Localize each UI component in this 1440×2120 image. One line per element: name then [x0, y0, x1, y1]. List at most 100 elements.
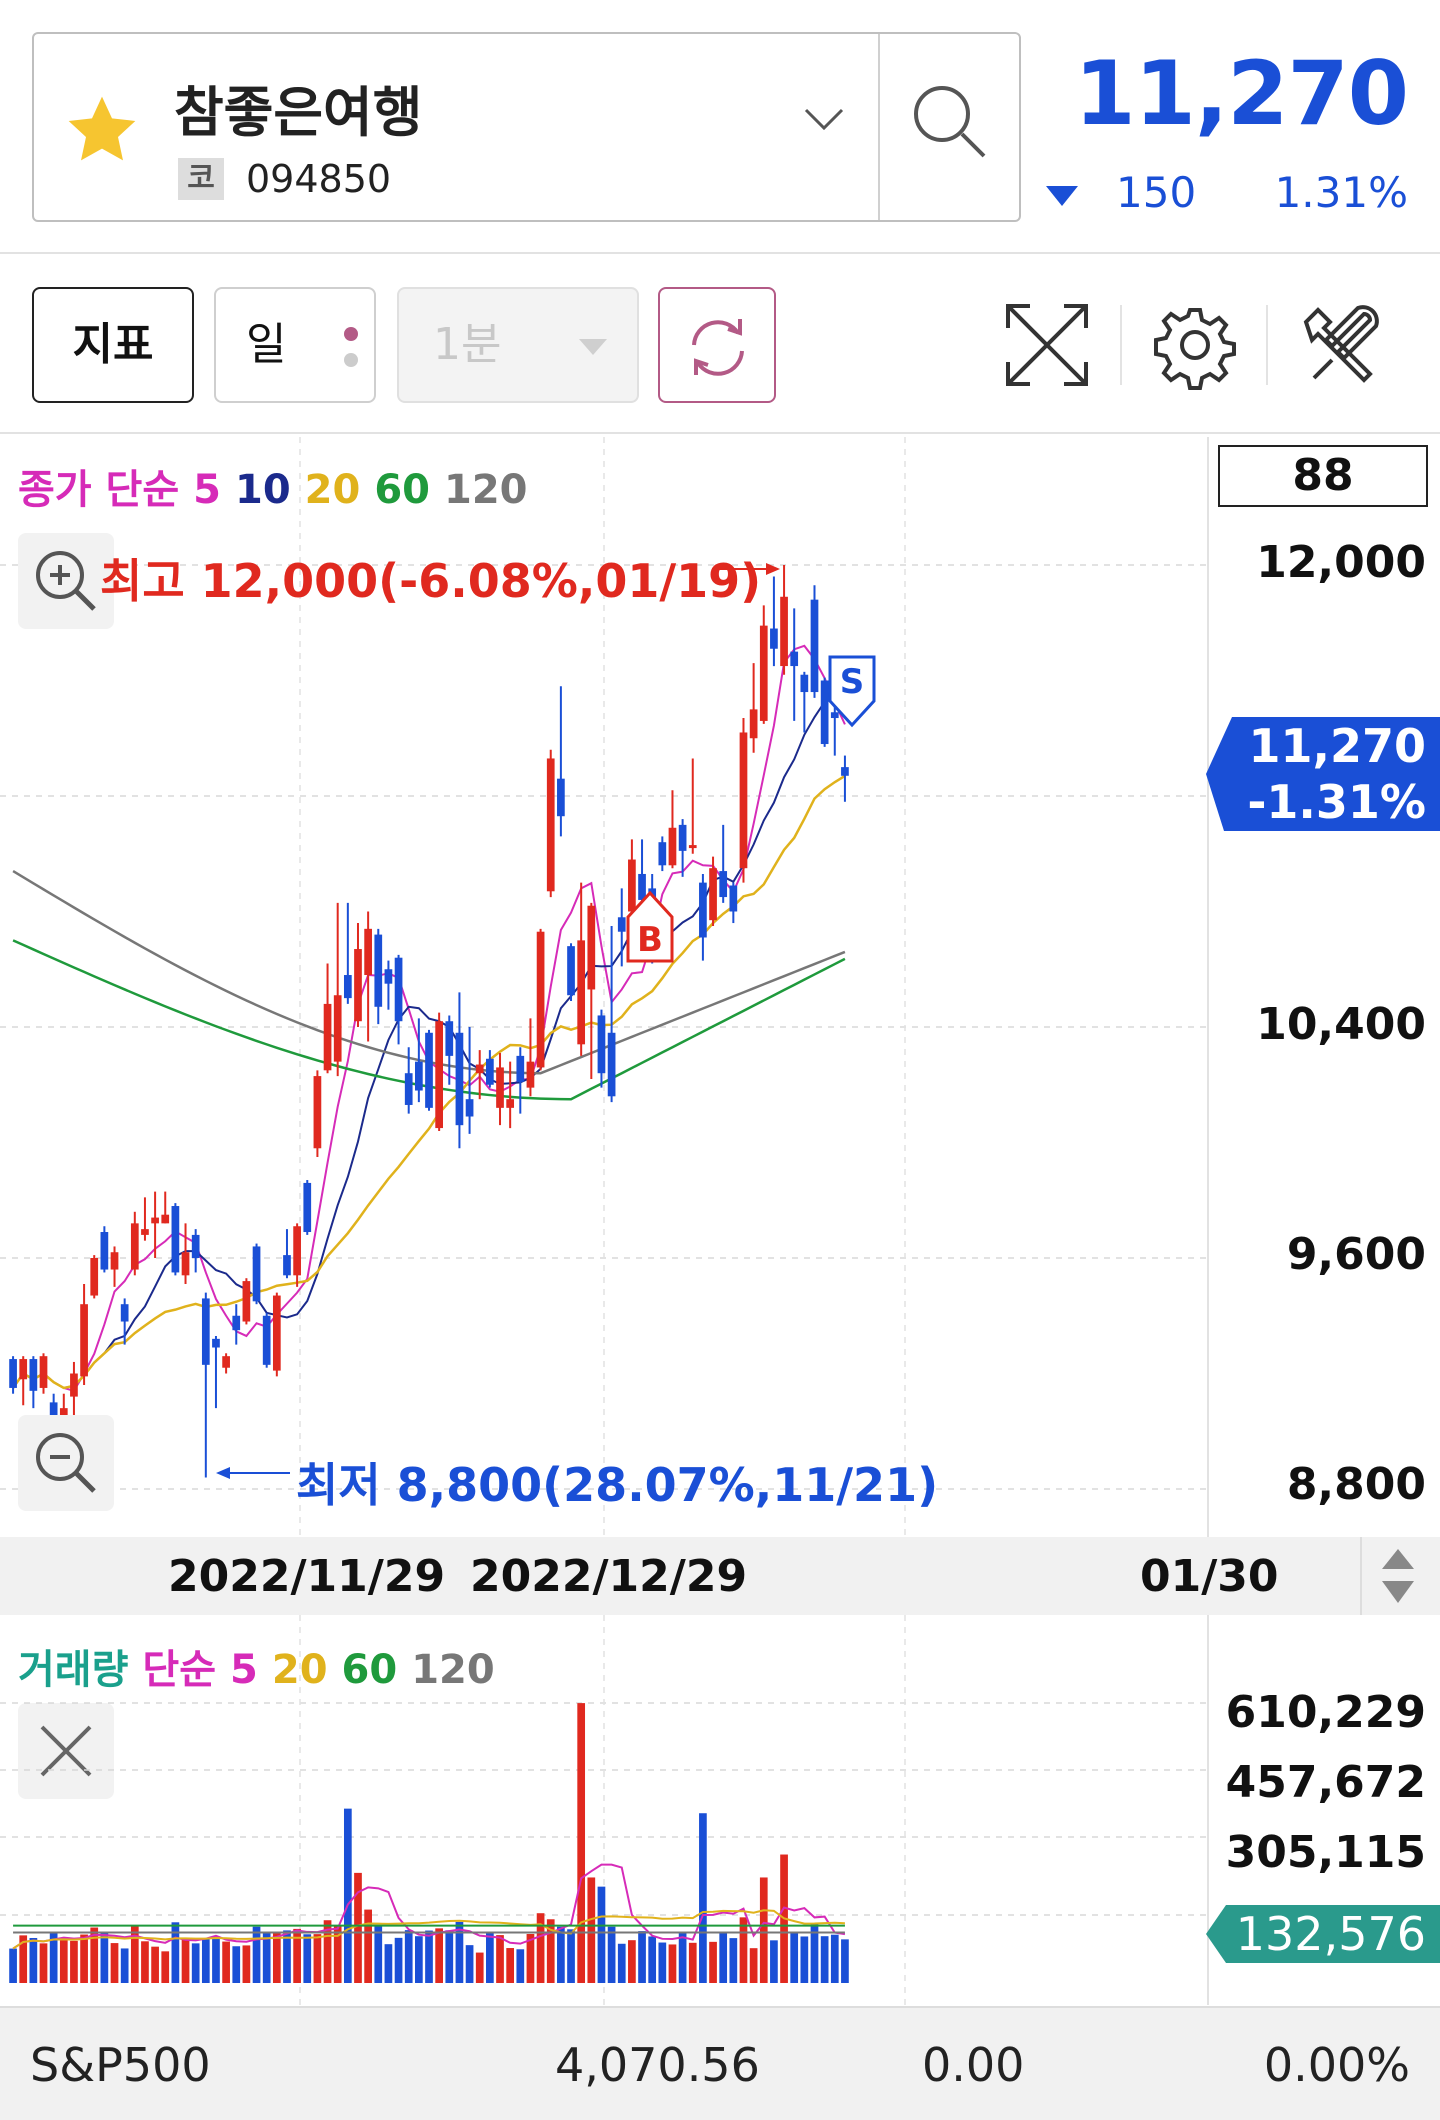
date-label: 2022/12/29	[470, 1551, 748, 1602]
volume-bar	[506, 1948, 515, 1983]
candle-body	[212, 1338, 220, 1348]
candle-count-box[interactable]: 88	[1218, 445, 1428, 507]
candle-body	[59, 1408, 68, 1417]
candle-body	[151, 1217, 159, 1224]
stock-box-divider	[878, 34, 880, 220]
code-badge: 코	[178, 158, 224, 200]
zoom-out-button[interactable]	[18, 1415, 114, 1511]
indicator-button[interactable]: 지표	[32, 287, 194, 403]
candle-body	[49, 1402, 58, 1417]
vol-tick-label: 305,115	[1225, 1827, 1426, 1878]
current-price-tag-bg	[1206, 717, 1440, 831]
candle-body	[283, 1255, 291, 1276]
candle-body	[293, 1226, 301, 1276]
price-change: 150	[1116, 168, 1197, 217]
buy-marker	[626, 890, 674, 963]
volume-bar	[435, 1928, 443, 1983]
volume-chart[interactable]: 거래량 단순 5 20 60 120 610,229 457,672 305,115 13…	[0, 1615, 1440, 2005]
tools-icon[interactable]	[1296, 300, 1386, 390]
close-volume-button[interactable]	[18, 1703, 114, 1799]
candle-body	[130, 1223, 139, 1270]
ma-legend-item: 60	[374, 467, 430, 513]
candle-body	[415, 1061, 423, 1091]
volume-bar	[810, 1923, 819, 1983]
volume-bar	[729, 1938, 738, 1983]
candle-body	[688, 845, 697, 849]
volume-tag-bg	[1206, 1905, 1440, 1963]
candle-body	[810, 599, 819, 693]
volume-bar	[120, 1948, 129, 1983]
volume-ma-line	[12, 1863, 846, 1950]
candle-body	[516, 1055, 525, 1082]
volume-bar	[141, 1941, 149, 1983]
toolbar-divider	[1120, 305, 1122, 385]
index-name: S&P500	[30, 2038, 211, 2092]
gear-icon[interactable]	[1150, 300, 1240, 390]
dropdown-arrow-icon	[579, 339, 607, 355]
candle-body	[343, 975, 352, 999]
candle-body	[404, 1073, 413, 1105]
chevron-down-icon[interactable]	[802, 104, 846, 134]
volume-bar	[100, 1932, 109, 1983]
candle-body	[557, 778, 565, 817]
candle-body	[709, 868, 717, 921]
current-pct-tag: -1.31%	[1247, 775, 1426, 829]
period-button[interactable]: 일	[214, 287, 376, 403]
volume-bar	[272, 1932, 281, 1983]
refresh-button[interactable]	[658, 287, 776, 403]
volume-bar	[709, 1941, 717, 1983]
candle-body	[435, 1021, 443, 1129]
zoom-in-button[interactable]	[18, 533, 114, 629]
sell-marker	[828, 655, 876, 728]
volume-bar	[668, 1944, 677, 1983]
volume-bar	[303, 1934, 312, 1983]
candle-body	[496, 1067, 504, 1108]
volume-bar	[323, 1920, 332, 1983]
candle-body	[759, 625, 768, 721]
volume-bar	[404, 1930, 413, 1983]
index-ticker[interactable]: S&P500 4,070.56 0.00 0.00%	[0, 2006, 1440, 2120]
resize-handle-icon[interactable]	[1378, 1545, 1418, 1607]
candle-body	[242, 1281, 251, 1322]
sell-marker-label: S	[840, 662, 865, 702]
high-annotation: 최고 12,000(-6.08%,01/19)	[100, 554, 762, 608]
ma-legend: 종가 단순 5 10 20 60 120	[18, 457, 542, 515]
volume-bar	[759, 1877, 768, 1983]
index-pct: 0.00%	[1263, 2038, 1410, 2092]
search-icon[interactable]	[902, 74, 998, 170]
star-icon[interactable]	[60, 90, 144, 170]
volume-bar	[191, 1943, 200, 1983]
candle-body	[252, 1246, 261, 1302]
candle-body	[394, 957, 403, 1022]
ma-legend-item: 5	[193, 467, 221, 513]
fullscreen-icon[interactable]	[1002, 300, 1092, 390]
candle-body	[425, 1032, 433, 1108]
volume-bar	[222, 1941, 230, 1983]
volume-bar	[130, 1926, 139, 1983]
minute-select[interactable]: 1분	[397, 287, 639, 403]
y-tick-label: 9,600	[1286, 1229, 1426, 1280]
volume-legend-item: 5	[230, 1647, 258, 1693]
candle-body	[445, 1021, 454, 1056]
volume-bar	[242, 1945, 251, 1983]
stock-selector[interactable]: 참좋은여행 코 094850	[32, 32, 1021, 222]
candle-body	[739, 732, 748, 869]
current-price-tag: 11,270	[1248, 719, 1426, 773]
date-label: 01/30	[1140, 1551, 1279, 1602]
low-annotation: 최저 8,800(28.07%,11/21)	[296, 1458, 939, 1512]
high-arrow-head	[766, 563, 780, 575]
candle-body	[790, 651, 799, 667]
candle-body	[729, 885, 738, 912]
volume-bar	[354, 1872, 362, 1983]
volume-legend-item: 120	[411, 1647, 495, 1693]
stock-code: 094850	[246, 157, 392, 201]
volume-ma-line	[12, 1909, 845, 1950]
volume-bar	[161, 1951, 170, 1983]
volume-bar	[587, 1877, 596, 1983]
volume-bar	[628, 1940, 636, 1983]
candle-body	[780, 596, 788, 667]
volume-bar	[39, 1943, 48, 1983]
candle-body	[617, 917, 626, 932]
